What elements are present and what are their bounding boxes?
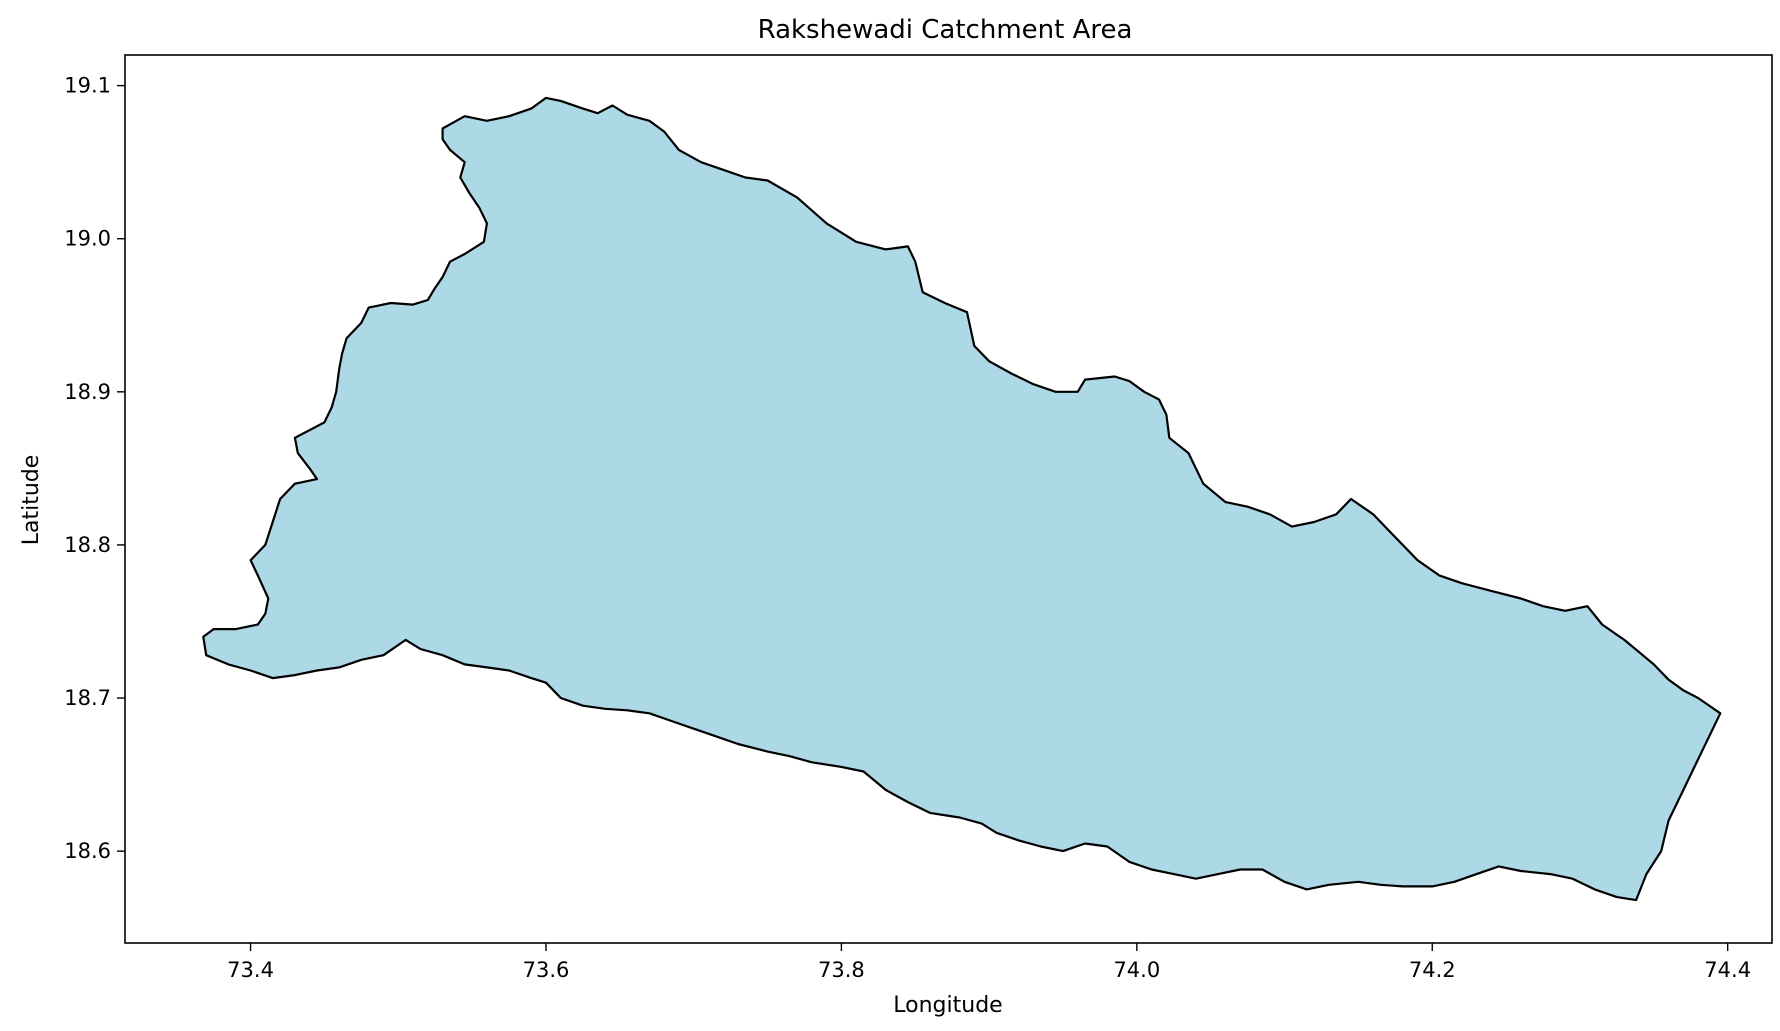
y-axis-ticks: 18.6 18.7 18.8 18.9 19.0 19.1 [64,74,125,863]
x-axis-label: Longitude [893,993,1002,1018]
y-axis-label: Latitude [19,455,44,546]
y-tick-label: 18.8 [64,533,111,557]
x-axis-ticks: 73.4 73.6 73.8 74.0 74.2 74.4 [227,943,1751,982]
y-tick-label: 18.6 [64,839,111,863]
plot-area: 73.4 73.6 73.8 74.0 74.2 74.4 18.618.718.818.… [64,54,1773,982]
map-title: Rakshewadi Catchment Area [758,15,1133,45]
x-tick-label: 74.0 [1113,958,1160,982]
x-tick-label: 73.6 [523,958,570,982]
x-tick-label: 74.2 [1409,958,1456,982]
catchment-boundary-polygon [202,96,1722,902]
y-tick-label: 19.1 [64,74,111,98]
y-tick-label: 19.0 [64,227,111,251]
y-tick-label: 18.7 [64,686,111,710]
x-tick-label: 73.4 [227,958,274,982]
x-tick-label: 73.8 [818,958,865,982]
y-tick-label: 18.9 [64,380,111,404]
x-tick-label: 74.4 [1704,958,1751,982]
